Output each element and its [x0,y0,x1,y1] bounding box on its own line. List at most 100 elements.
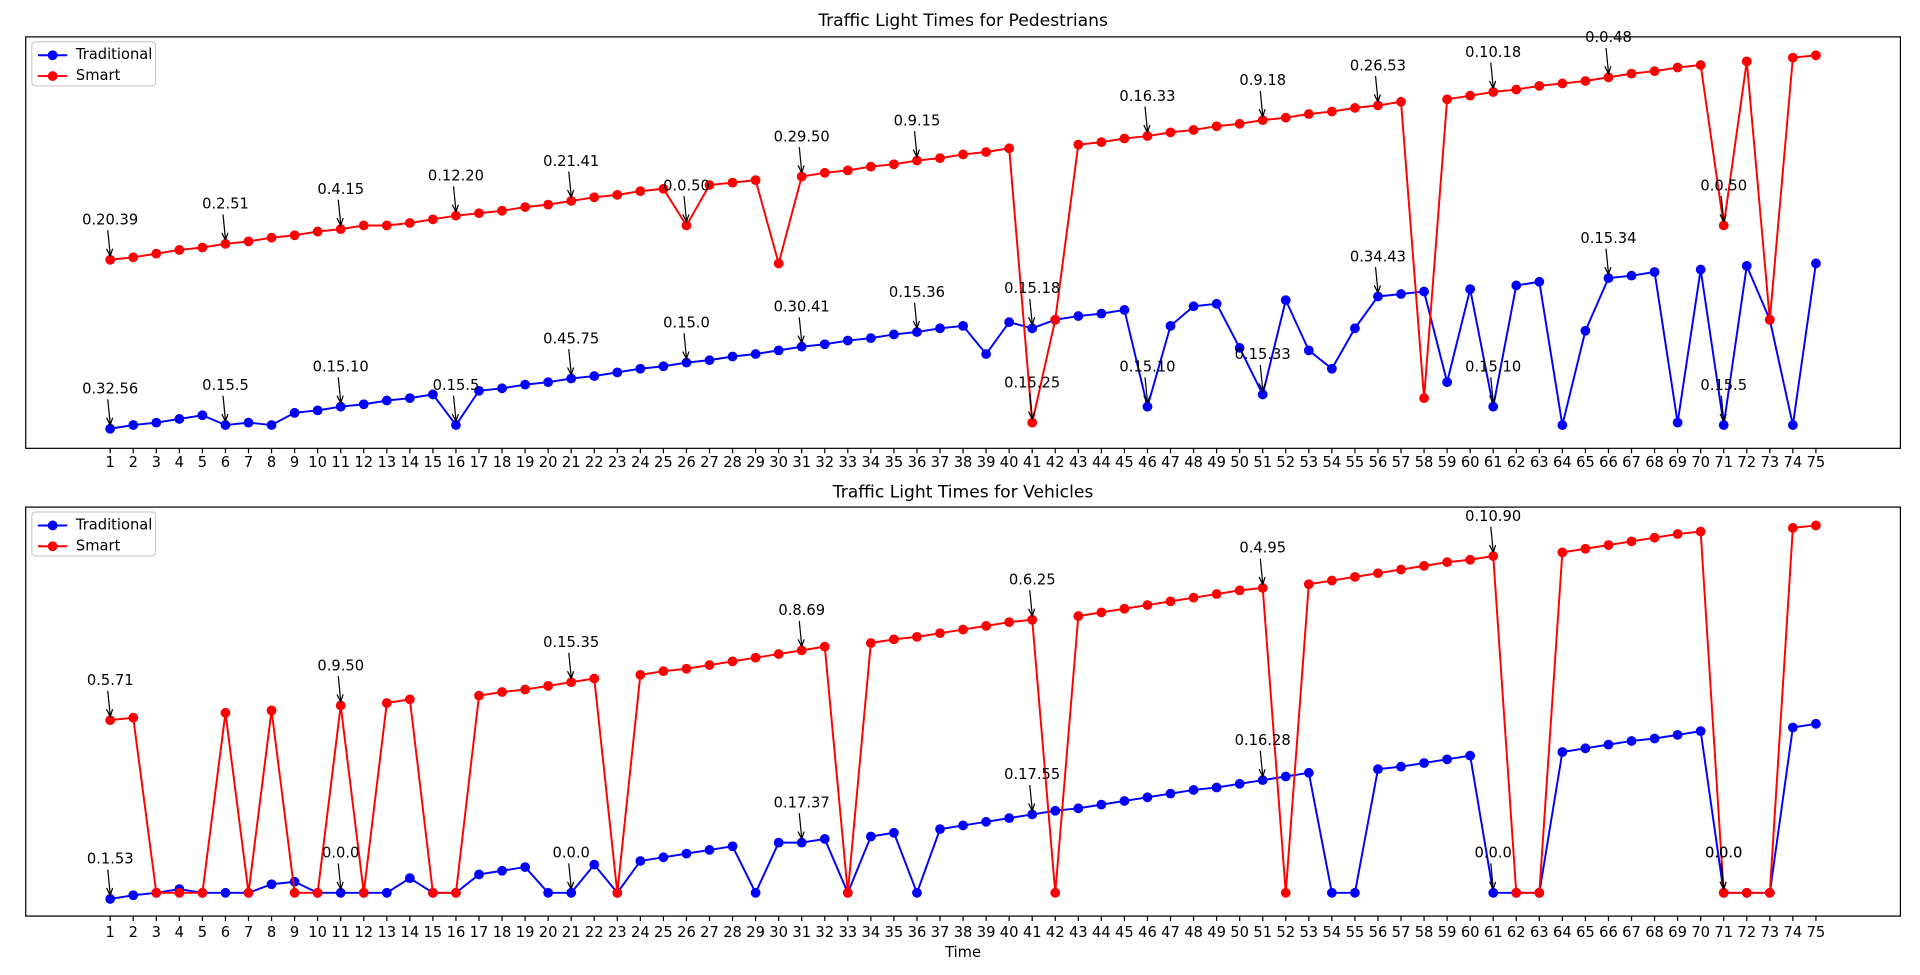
data-point [151,417,162,428]
data-point [1419,393,1429,404]
x-tick-label: 53 [1299,454,1318,471]
data-point [981,349,992,359]
data-point [819,167,830,178]
x-tick-label: 56 [1369,924,1388,941]
x-tick-label: 25 [654,924,673,941]
data-point [266,232,277,243]
data-point [750,349,761,359]
x-tick-label: 45 [1115,924,1134,941]
x-tick-label: 3 [152,924,161,941]
data-point [1234,118,1245,129]
annotation-arrow [1490,62,1494,88]
annotation-arrowhead [797,165,805,175]
data-point [1419,560,1429,571]
data-point [704,180,715,190]
annotation-arrowhead [1488,881,1497,891]
annotation-arrow [798,620,803,646]
data-point [1050,805,1061,816]
data-point [1465,750,1476,761]
annotation-arrow [107,690,111,716]
x-tick-label: 4 [175,454,184,471]
data-point [1257,583,1268,593]
annotation: 0.5.71 [87,672,134,689]
data-point [1234,343,1245,353]
x-tick-label: 35 [885,924,904,941]
data-point [266,879,277,890]
x-tick-label: 75 [1807,924,1826,941]
x-axis-label: Time [944,944,981,961]
data-point [497,205,507,216]
data-point [1142,401,1153,412]
data-point [1234,778,1245,789]
data-point [289,230,300,241]
annotation-arrowhead [682,351,690,361]
x-tick-label: 20 [539,454,558,471]
legend-label: Smart [76,537,121,554]
data-point [1303,767,1314,778]
annotation-arrowhead [105,248,114,258]
x-tick-label: 35 [885,454,904,471]
data-point [981,816,992,827]
data-point [1603,739,1614,750]
annotation: 0.15.18 [1004,280,1060,297]
data-point [681,220,692,231]
x-tick-label: 47 [1161,454,1180,471]
annotation-arrow [1720,196,1725,221]
data-point [358,399,369,410]
x-tick-label: 12 [354,454,373,471]
data-point [1580,76,1591,86]
data-point [658,852,669,863]
data-point [1073,139,1084,150]
annotation: 0.32.56 [82,381,138,398]
annotation: 0.10.18 [1465,44,1521,61]
annotation-arrow [1605,47,1610,73]
data-point [1004,813,1015,824]
x-tick-label: 18 [493,454,512,471]
annotation: 0.0.0 [322,845,359,862]
data-point [1373,291,1383,302]
data-point [1234,585,1245,596]
data-point [935,153,945,164]
annotation-arrow [568,652,572,678]
data-point [704,660,715,670]
x-tick-label: 29 [746,454,765,471]
annotation-arrow [1259,364,1264,390]
data-point [1741,56,1752,67]
data-point [958,820,968,831]
data-point [1257,775,1268,786]
annotation: 0.20.39 [82,212,138,229]
data-point [727,177,738,188]
data-point [335,401,346,412]
plot-frame [25,506,1902,917]
data-point [1649,66,1660,77]
x-tick-label: 43 [1069,924,1088,941]
x-tick-label: 23 [608,924,627,941]
annotation-arrow [337,863,342,888]
annotation-arrowhead [1027,608,1036,618]
annotation-arrow [1029,784,1033,810]
data-point [1603,273,1614,284]
annotation-arrow [568,863,572,888]
x-tick-label: 33 [838,924,857,941]
annotation-arrow [1605,248,1610,274]
annotation-arrow [1029,298,1033,324]
annotation-arrowhead [1719,214,1727,224]
data-point [566,373,577,384]
x-tick-label: 7 [244,924,253,941]
data-point [220,420,231,430]
annotation-arrow [1144,377,1149,402]
x-tick-label: 2 [129,924,138,941]
data-point [1027,809,1038,820]
x-tick-label: 26 [677,454,696,471]
x-tick-label: 38 [954,924,973,941]
data-point [1787,52,1798,63]
legend-marker [47,520,58,531]
data-point [1119,133,1130,144]
x-tick-label: 6 [221,924,230,941]
legend-box [31,511,157,557]
x-tick-label: 40 [1000,924,1019,941]
data-point [497,383,507,394]
annotation-arrow [1029,590,1033,615]
data-point [750,887,761,898]
